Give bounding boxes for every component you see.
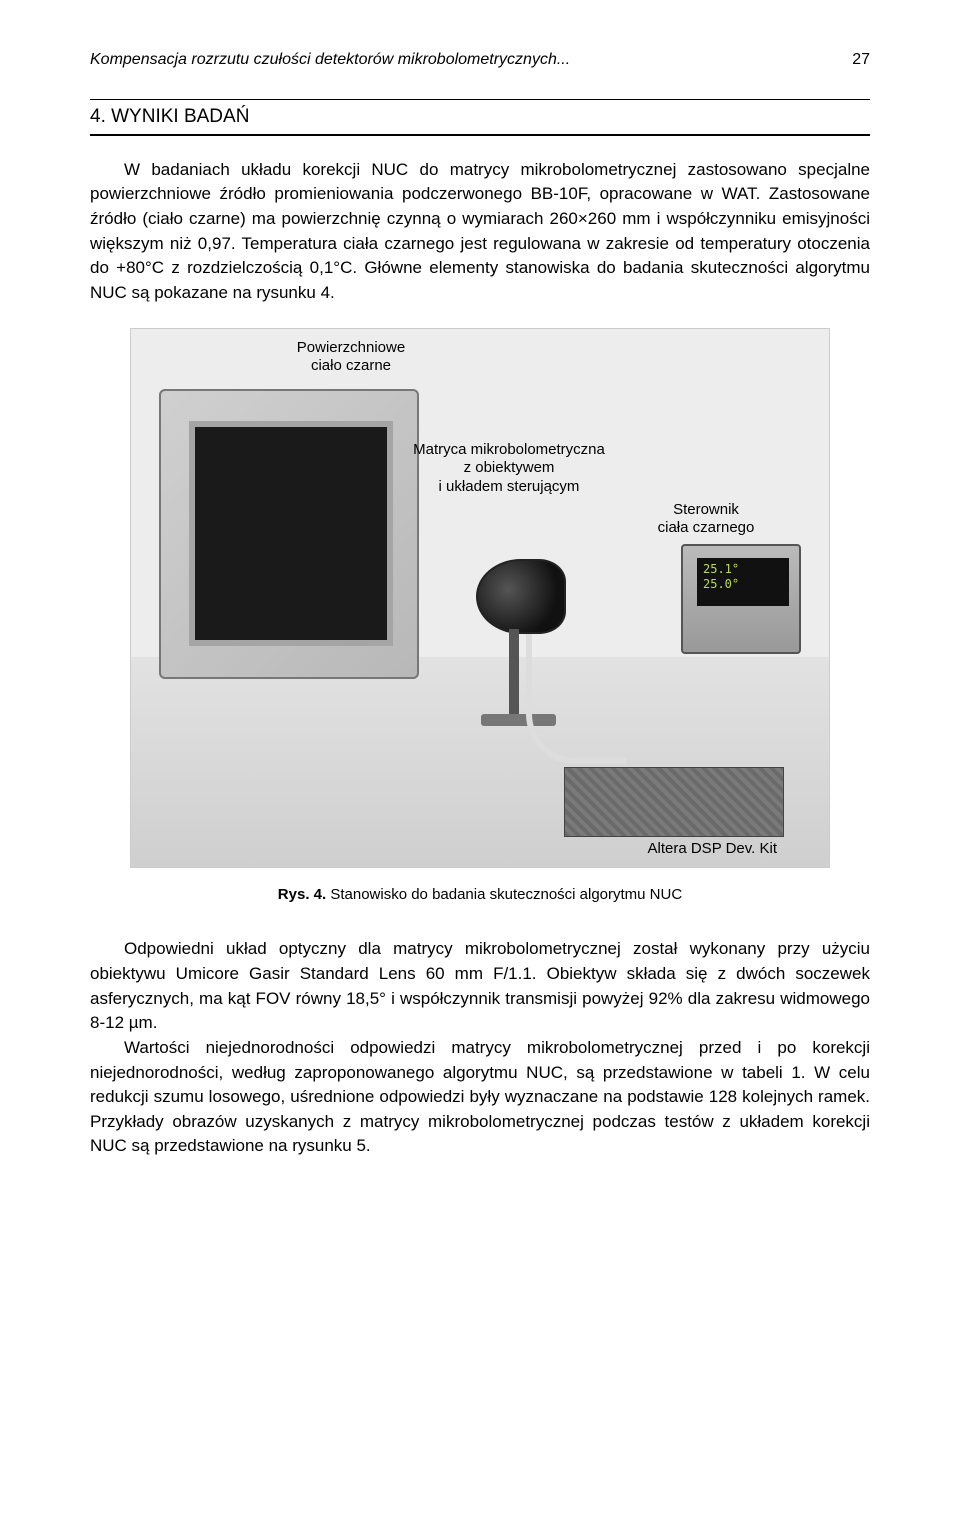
- running-title: Kompensacja rozrzutu czułości detektorów…: [90, 48, 852, 71]
- section-heading: 4. WYNIKI BADAŃ: [90, 99, 870, 136]
- temperature-controller: 25.1° 25.0°: [681, 544, 801, 654]
- controller-temp-2: 25.0°: [703, 577, 783, 593]
- running-header: Kompensacja rozrzutu czułości detektorów…: [90, 48, 870, 71]
- figure-caption-text: Stanowisko do badania skuteczności algor…: [326, 886, 682, 903]
- figure-caption-prefix: Rys. 4.: [278, 886, 326, 903]
- label-matrix: Matryca mikrobolometryczna z obiektywem …: [389, 441, 629, 497]
- paragraph-3-text: Wartości niejednorodności odpowiedzi mat…: [90, 1036, 870, 1159]
- dsp-board: [564, 767, 784, 837]
- paragraph-1-text: W badaniach układu korekcji NUC do matry…: [90, 158, 870, 306]
- label-controller-text: Sterownik ciała czarnego: [658, 501, 755, 537]
- figure-4-image: 25.1° 25.0° Powierzchniowe ciało czarne …: [130, 328, 830, 868]
- ribbon-cable: [526, 634, 626, 764]
- blackbody-aperture: [189, 421, 393, 646]
- controller-temp-1: 25.1°: [703, 562, 783, 578]
- paragraph-2-text: Odpowiedni układ optyczny dla matrycy mi…: [90, 937, 870, 1036]
- label-board-text: Altera DSP Dev. Kit: [648, 840, 778, 857]
- label-board: Altera DSP Dev. Kit: [577, 840, 777, 859]
- label-blackbody: Powierzchniowe ciało czarne: [271, 339, 431, 377]
- blackbody-enclosure: [159, 389, 419, 679]
- figure-4-caption: Rys. 4. Stanowisko do badania skutecznoś…: [130, 884, 830, 906]
- label-matrix-text: Matryca mikrobolometryczna z obiektywem …: [413, 441, 605, 496]
- label-controller: Sterownik ciała czarnego: [631, 501, 781, 539]
- controller-display: 25.1° 25.0°: [697, 558, 789, 606]
- figure-4: 25.1° 25.0° Powierzchniowe ciało czarne …: [130, 328, 830, 906]
- camera-lens: [476, 559, 566, 634]
- paragraph-2-3: Odpowiedni układ optyczny dla matrycy mi…: [90, 937, 870, 1159]
- page-number: 27: [852, 48, 870, 71]
- label-blackbody-text: Powierzchniowe ciało czarne: [297, 339, 405, 375]
- camera-stand-pole: [509, 629, 519, 719]
- paragraph-1: W badaniach układu korekcji NUC do matry…: [90, 158, 870, 306]
